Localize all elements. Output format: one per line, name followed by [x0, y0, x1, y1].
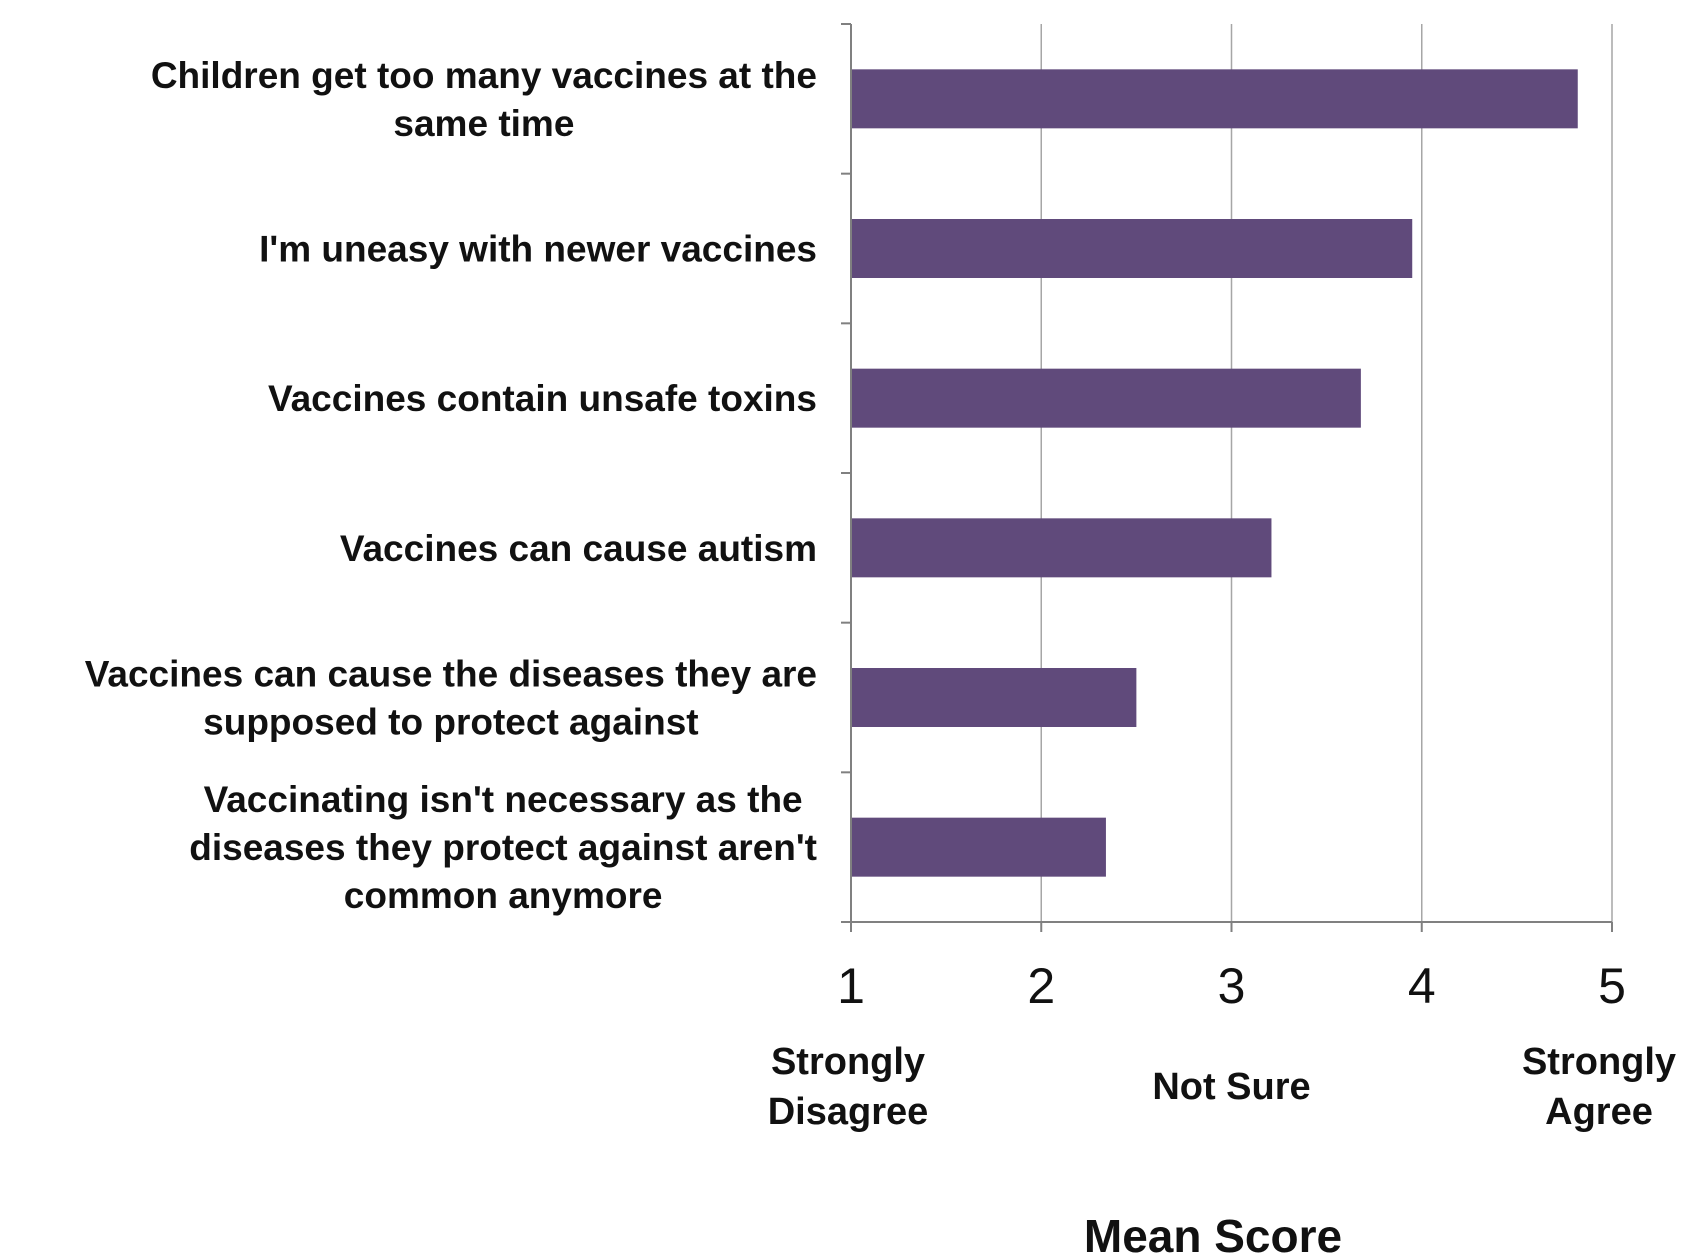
category-label-2: I'm uneasy with newer vaccines — [259, 229, 817, 270]
category-label-3: Vaccines contain unsafe toxins — [268, 378, 817, 419]
bar-5 — [851, 668, 1137, 727]
bar-1 — [851, 69, 1578, 129]
scale-anchor-label-3: Strongly Agree — [1522, 1041, 1676, 1133]
bar-2 — [851, 219, 1413, 278]
x-axis-title: Mean Score — [1084, 1210, 1342, 1259]
scale-anchor-label-2: Not Sure — [1152, 1066, 1310, 1108]
category-label-6: Vaccinating isn't necessary as the diseas… — [189, 779, 817, 916]
category-label-5: Vaccines can cause the diseases they are… — [85, 654, 817, 743]
category-label-4: Vaccines can cause autism — [340, 528, 817, 569]
axes — [841, 23, 1613, 932]
bar-4 — [851, 518, 1272, 578]
category-label-1: Children get too many vaccines at the sam… — [151, 55, 817, 144]
bars — [851, 69, 1578, 877]
bar-3 — [851, 368, 1361, 428]
scale-anchor-label-1: Strongly Disagree — [768, 1041, 929, 1133]
bar-6 — [851, 817, 1106, 877]
x-tick-labels: 1 2 3 4 5 — [837, 958, 1626, 1014]
x-tick-label-1: 1 — [837, 958, 865, 1014]
x-tick-label-3: 3 — [1218, 958, 1246, 1014]
x-tick-label-5: 5 — [1598, 958, 1626, 1014]
x-tick-label-4: 4 — [1408, 958, 1436, 1014]
scale-anchor-labels: Strongly Disagree Not Sure Strongly Agree — [768, 1041, 1676, 1133]
gridlines — [1040, 24, 1613, 922]
x-tick-label-2: 2 — [1027, 958, 1055, 1014]
category-labels: Children get too many vaccines at the sam… — [85, 55, 817, 916]
